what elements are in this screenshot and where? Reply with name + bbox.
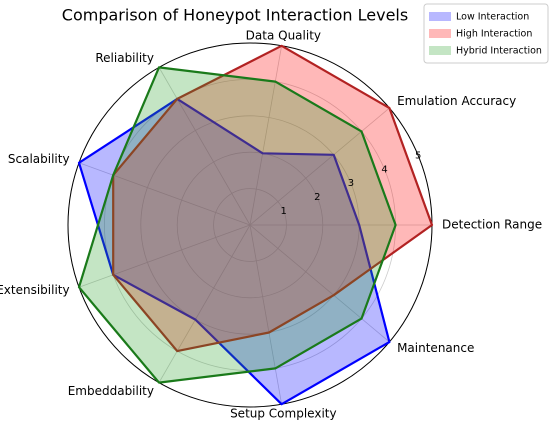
legend-swatch	[429, 46, 451, 55]
category-label: Data Quality	[246, 28, 321, 42]
legend-label: Hybrid Interaction	[456, 46, 542, 57]
category-label: Extensibility	[0, 283, 70, 297]
category-label: Embeddability	[68, 384, 154, 398]
series-area	[77, 97, 391, 406]
category-label: Emulation Accuracy	[397, 94, 516, 108]
category-label: Reliability	[95, 51, 154, 65]
legend-label: Low Interaction	[456, 12, 529, 23]
legend-label: High Interaction	[456, 29, 532, 40]
spoke	[78, 224, 251, 288]
spoke	[249, 107, 390, 226]
series-area	[77, 66, 397, 384]
spoke	[158, 67, 251, 226]
spoke	[249, 45, 282, 226]
series-area	[112, 44, 434, 353]
r-tick-label: 4	[381, 164, 387, 175]
legend: Low Interaction High Interaction Hybrid In…	[423, 3, 549, 64]
category-label: Detection Range	[442, 218, 542, 232]
spoke	[249, 224, 390, 343]
spoke	[78, 162, 251, 226]
spoke	[158, 224, 251, 383]
legend-swatch	[429, 29, 451, 38]
r-tick-label: 2	[314, 192, 320, 203]
r-tick-label: 1	[280, 206, 286, 217]
legend-frame	[423, 3, 549, 64]
category-label: Maintenance	[397, 341, 474, 355]
chart-title: Comparison of Honeypot Interaction Level…	[62, 6, 408, 25]
r-tick-label: 5	[415, 150, 421, 161]
category-label: Scalability	[8, 152, 70, 166]
spoke	[249, 224, 282, 405]
r-tick-label: 3	[348, 178, 354, 189]
category-label: Setup Complexity	[230, 407, 337, 421]
legend-swatch	[429, 12, 451, 21]
